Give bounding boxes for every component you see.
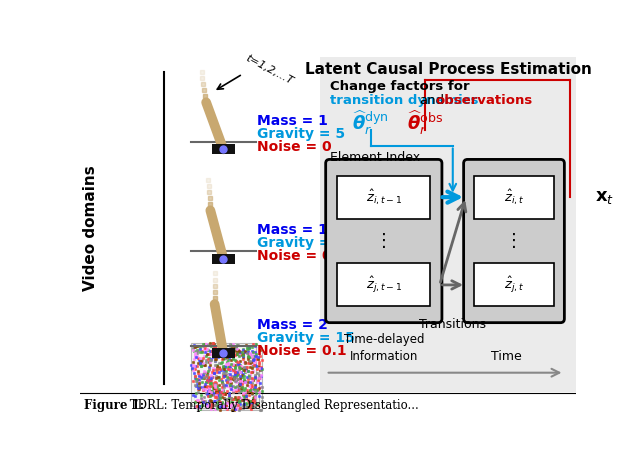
Text: Gravity = 5: Gravity = 5: [257, 127, 345, 141]
Text: Change factors for: Change factors for: [330, 80, 469, 93]
Text: Mass = 1: Mass = 1: [257, 114, 328, 128]
Text: Time-delayed
Information: Time-delayed Information: [344, 332, 424, 362]
Text: t=1,2,...T: t=1,2,...T: [244, 53, 295, 87]
Bar: [212, 254, 235, 264]
Text: Noise = 0.1: Noise = 0.1: [257, 344, 346, 358]
Text: $\mathbf{x}_t$: $\mathbf{x}_t$: [595, 188, 614, 206]
Bar: [194, 345, 259, 408]
Bar: [212, 144, 235, 154]
Text: transition dynamics: transition dynamics: [330, 94, 478, 106]
Text: Mass = 2: Mass = 2: [257, 318, 328, 332]
Text: Mass = 1.5: Mass = 1.5: [257, 223, 342, 237]
Text: $\hat{z}_{i,t-1}$: $\hat{z}_{i,t-1}$: [365, 187, 402, 207]
FancyBboxPatch shape: [474, 263, 554, 306]
Text: Gravity = 15: Gravity = 15: [257, 331, 355, 345]
FancyBboxPatch shape: [337, 176, 430, 218]
Text: Video domains: Video domains: [83, 165, 99, 291]
Text: $\hat{z}_{j,t}$: $\hat{z}_{j,t}$: [504, 275, 524, 295]
FancyBboxPatch shape: [326, 160, 442, 323]
Bar: [320, 57, 576, 392]
Text: Latent Causal Process Estimation: Latent Causal Process Estimation: [305, 62, 593, 77]
Text: and: and: [419, 94, 445, 106]
FancyBboxPatch shape: [463, 160, 564, 323]
Text: Gravity = 10: Gravity = 10: [257, 237, 355, 250]
Bar: [212, 349, 235, 359]
Text: Figure 1:: Figure 1:: [84, 399, 144, 412]
Text: $\hat{z}_{j,t-1}$: $\hat{z}_{j,t-1}$: [365, 275, 402, 295]
Text: observations: observations: [436, 94, 533, 106]
FancyBboxPatch shape: [337, 263, 430, 306]
Text: Noise = 0: Noise = 0: [257, 140, 332, 154]
Text: $\widehat{\boldsymbol{\theta}}_r^{\rm obs}$: $\widehat{\boldsymbol{\theta}}_r^{\rm ob…: [407, 108, 443, 137]
Text: Noise = 0: Noise = 0: [257, 249, 332, 264]
Text: $\hat{z}_{i,t}$: $\hat{z}_{i,t}$: [504, 187, 524, 207]
Bar: [191, 342, 256, 406]
FancyBboxPatch shape: [474, 176, 554, 218]
Bar: [197, 347, 262, 410]
Text: Element Index: Element Index: [330, 151, 420, 163]
Text: Time: Time: [491, 351, 522, 363]
Text: $\widehat{\boldsymbol{\theta}}_r^{\rm dyn}$: $\widehat{\boldsymbol{\theta}}_r^{\rm dy…: [352, 108, 389, 137]
Text: ⋮: ⋮: [505, 232, 523, 250]
Text: Transitions: Transitions: [419, 318, 486, 332]
Text: ⋮: ⋮: [375, 232, 393, 250]
Text: TDRL: Temporally Disentangled Representatio...: TDRL: Temporally Disentangled Representa…: [127, 399, 419, 412]
